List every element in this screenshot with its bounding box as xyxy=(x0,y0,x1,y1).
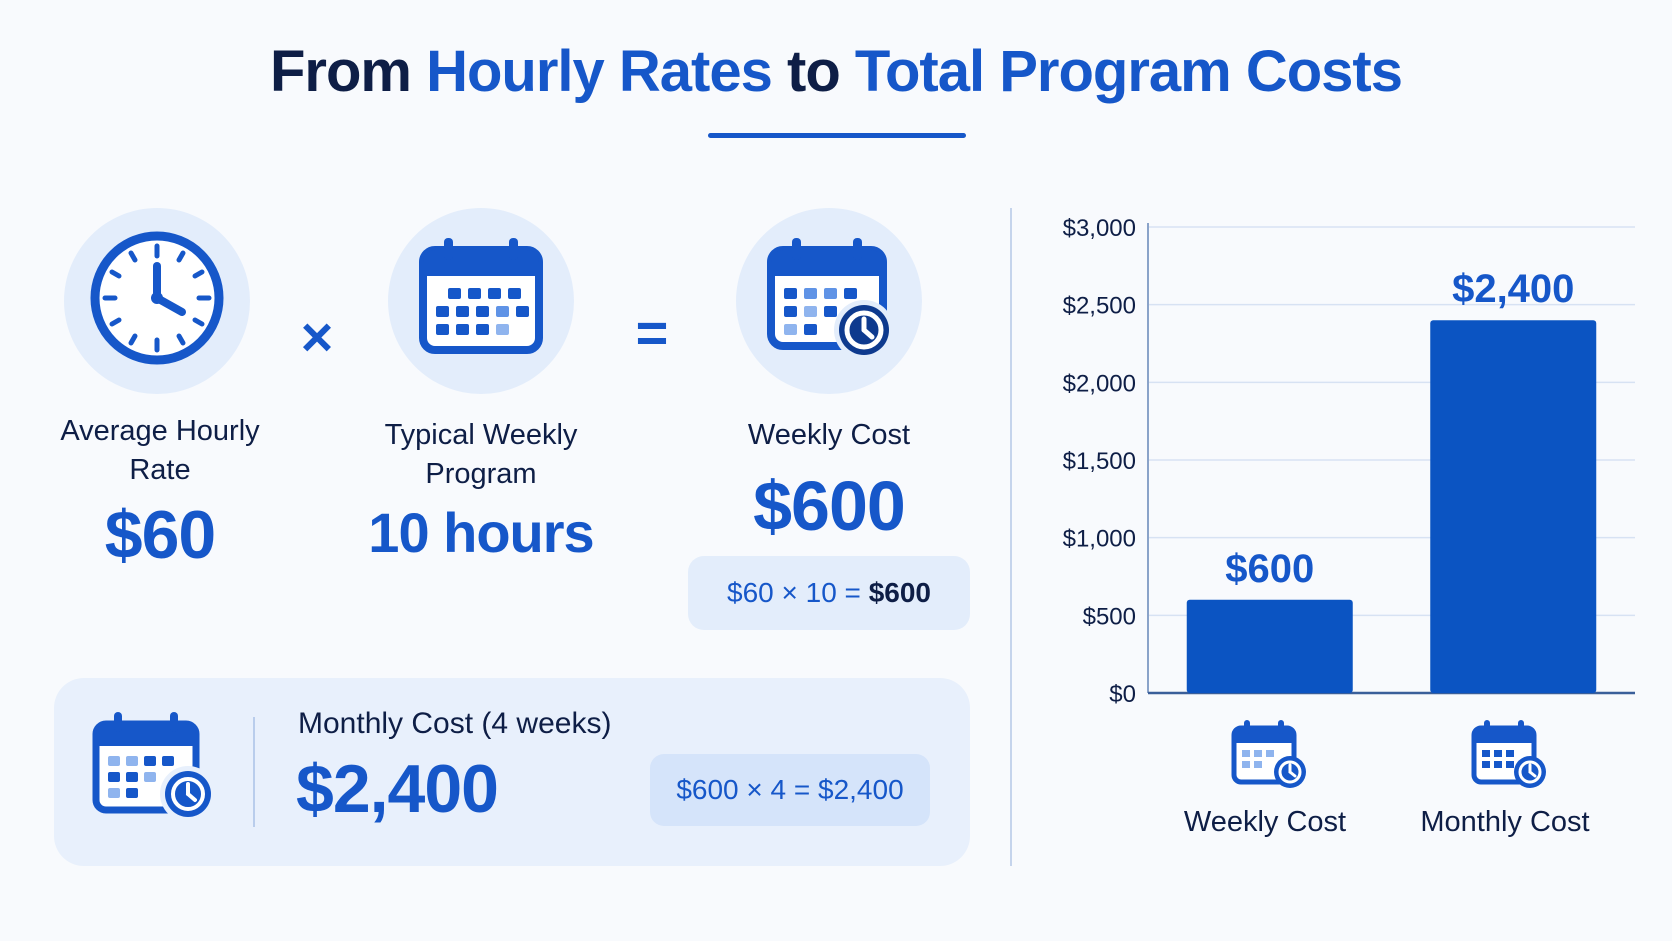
monthly-value: $2,400 xyxy=(296,751,499,827)
y-tick-label: $3,000 xyxy=(1063,215,1136,242)
hours-icon-circle xyxy=(388,208,574,394)
x-label-weekly: Weekly Cost xyxy=(1183,806,1347,838)
weekly-label: Weekly Cost xyxy=(747,419,911,451)
weekly-formula-rhs: $600 xyxy=(868,577,931,608)
hours-label: Typical Weekly Program xyxy=(341,416,621,494)
title-text-4: Total Program Costs xyxy=(854,39,1403,104)
calendar-icon xyxy=(419,238,543,354)
calendar-clock-icon xyxy=(1231,720,1306,788)
weekly-formula: $60 × 10 = $600 xyxy=(688,556,970,630)
title-text-2: Hourly Rates xyxy=(426,39,773,104)
hours-label-line2: Program xyxy=(425,458,537,490)
bar-data-label: $2,400 xyxy=(1452,267,1574,311)
title-text-1: From xyxy=(269,39,427,104)
title-text-3: to xyxy=(771,39,855,104)
x-label-monthly: Monthly Cost xyxy=(1420,806,1590,838)
rate-value: $60 xyxy=(104,497,216,573)
page-title: From Hourly Rates to Total Program Costs xyxy=(0,38,1672,105)
calendar-clock-icon xyxy=(92,712,216,822)
multiply-operator: × xyxy=(300,305,334,368)
title-underline xyxy=(708,133,966,138)
y-tick-label: $1,500 xyxy=(1063,448,1136,475)
y-tick-label: $2,500 xyxy=(1063,293,1136,320)
y-tick-label: $500 xyxy=(1083,603,1136,630)
rate-label: Average Hourly Rate xyxy=(30,412,290,490)
cost-bar-chart: $0 $500 $1,000 $1,500 $2,000 $2,500 $3,000 $600… xyxy=(1063,215,1635,708)
section-separator xyxy=(1010,208,1012,866)
y-tick-label: $1,000 xyxy=(1063,526,1136,553)
rate-label-line2: Rate xyxy=(129,454,191,486)
y-tick-label: $2,000 xyxy=(1063,370,1136,397)
rate-icon-circle xyxy=(64,208,250,394)
bar-data-label: $600 xyxy=(1225,547,1314,591)
hours-value: 10 hours xyxy=(368,501,594,564)
rate-label-line1: Average Hourly xyxy=(60,415,260,447)
bar-monthly xyxy=(1430,320,1597,693)
monthly-label: Monthly Cost (4 weeks) xyxy=(298,707,612,740)
monthly-formula: $600 × 4 = $2,400 xyxy=(650,754,930,826)
equals-operator: = xyxy=(635,301,669,364)
bar-weekly xyxy=(1186,599,1353,693)
hours-label-line1: Typical Weekly xyxy=(384,419,578,451)
weekly-formula-lhs: $60 × 10 = xyxy=(727,577,869,608)
y-tick-label: $0 xyxy=(1109,681,1136,708)
clock-icon xyxy=(90,231,224,365)
card-divider xyxy=(253,717,255,827)
weekly-icon-circle xyxy=(736,208,922,394)
calendar-clock-icon xyxy=(1471,720,1546,788)
weekly-value: $600 xyxy=(753,467,906,545)
calendar-clock-icon xyxy=(767,238,894,360)
